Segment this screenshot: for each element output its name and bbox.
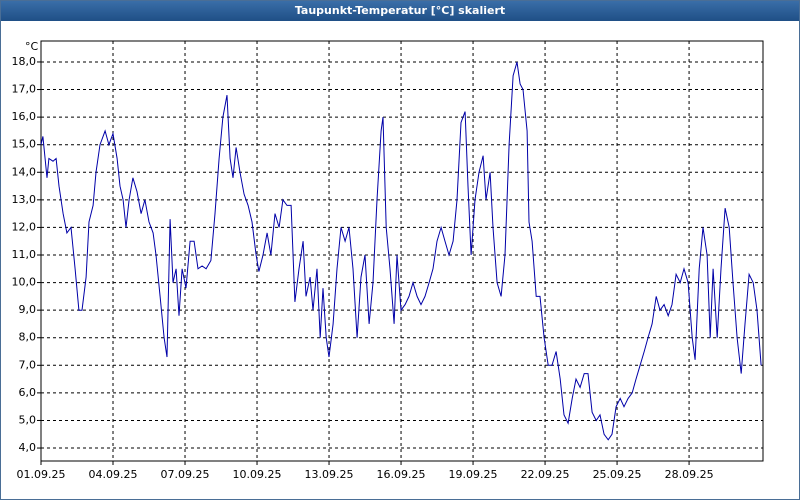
x-tick-label: 25.09.25 [593, 468, 642, 481]
y-tick-label: 8,0 [19, 331, 37, 344]
plot-area [40, 40, 764, 462]
y-tick-label: 10,0 [12, 276, 37, 289]
x-tick-label: 13.09.25 [305, 468, 354, 481]
y-tick-label: 17,0 [12, 83, 37, 96]
y-tick-label: 12,0 [12, 220, 37, 233]
x-tick-label: 01.09.25 [17, 468, 66, 481]
y-tick-label: 9,0 [19, 303, 37, 316]
y-tick-label: 4,0 [19, 441, 37, 454]
x-tick-label: 19.09.25 [449, 468, 498, 481]
data-line [40, 61, 762, 441]
y-unit: °C [25, 40, 39, 53]
x-tick-label: 10.09.25 [233, 468, 282, 481]
y-tick-label: 15,0 [12, 138, 37, 151]
x-tick-label: 04.09.25 [89, 468, 138, 481]
chart: °C 4,0 5,0 6,0 7,0 8,0 9,0 10,0 11,0 12,0 13,0 14,… [12, 40, 764, 481]
x-tick-label: 28.09.25 [665, 468, 714, 481]
y-tick-label: 18,0 [12, 55, 37, 68]
y-tick-label: 14,0 [12, 165, 37, 178]
y-tick-label: 6,0 [19, 386, 37, 399]
y-tick-label: 11,0 [12, 248, 37, 261]
y-tick-label: 13,0 [12, 193, 37, 206]
y-tick-label: 16,0 [12, 110, 37, 123]
y-tick-label: 7,0 [19, 358, 37, 371]
x-tick-label: 07.09.25 [161, 468, 210, 481]
y-tick-label: 5,0 [19, 413, 37, 426]
x-tick-label: 16.09.25 [377, 468, 426, 481]
x-tick-label: 22.09.25 [521, 468, 570, 481]
title-bar: Taupunkt-Temperatur [°C] skaliert [1, 1, 799, 21]
